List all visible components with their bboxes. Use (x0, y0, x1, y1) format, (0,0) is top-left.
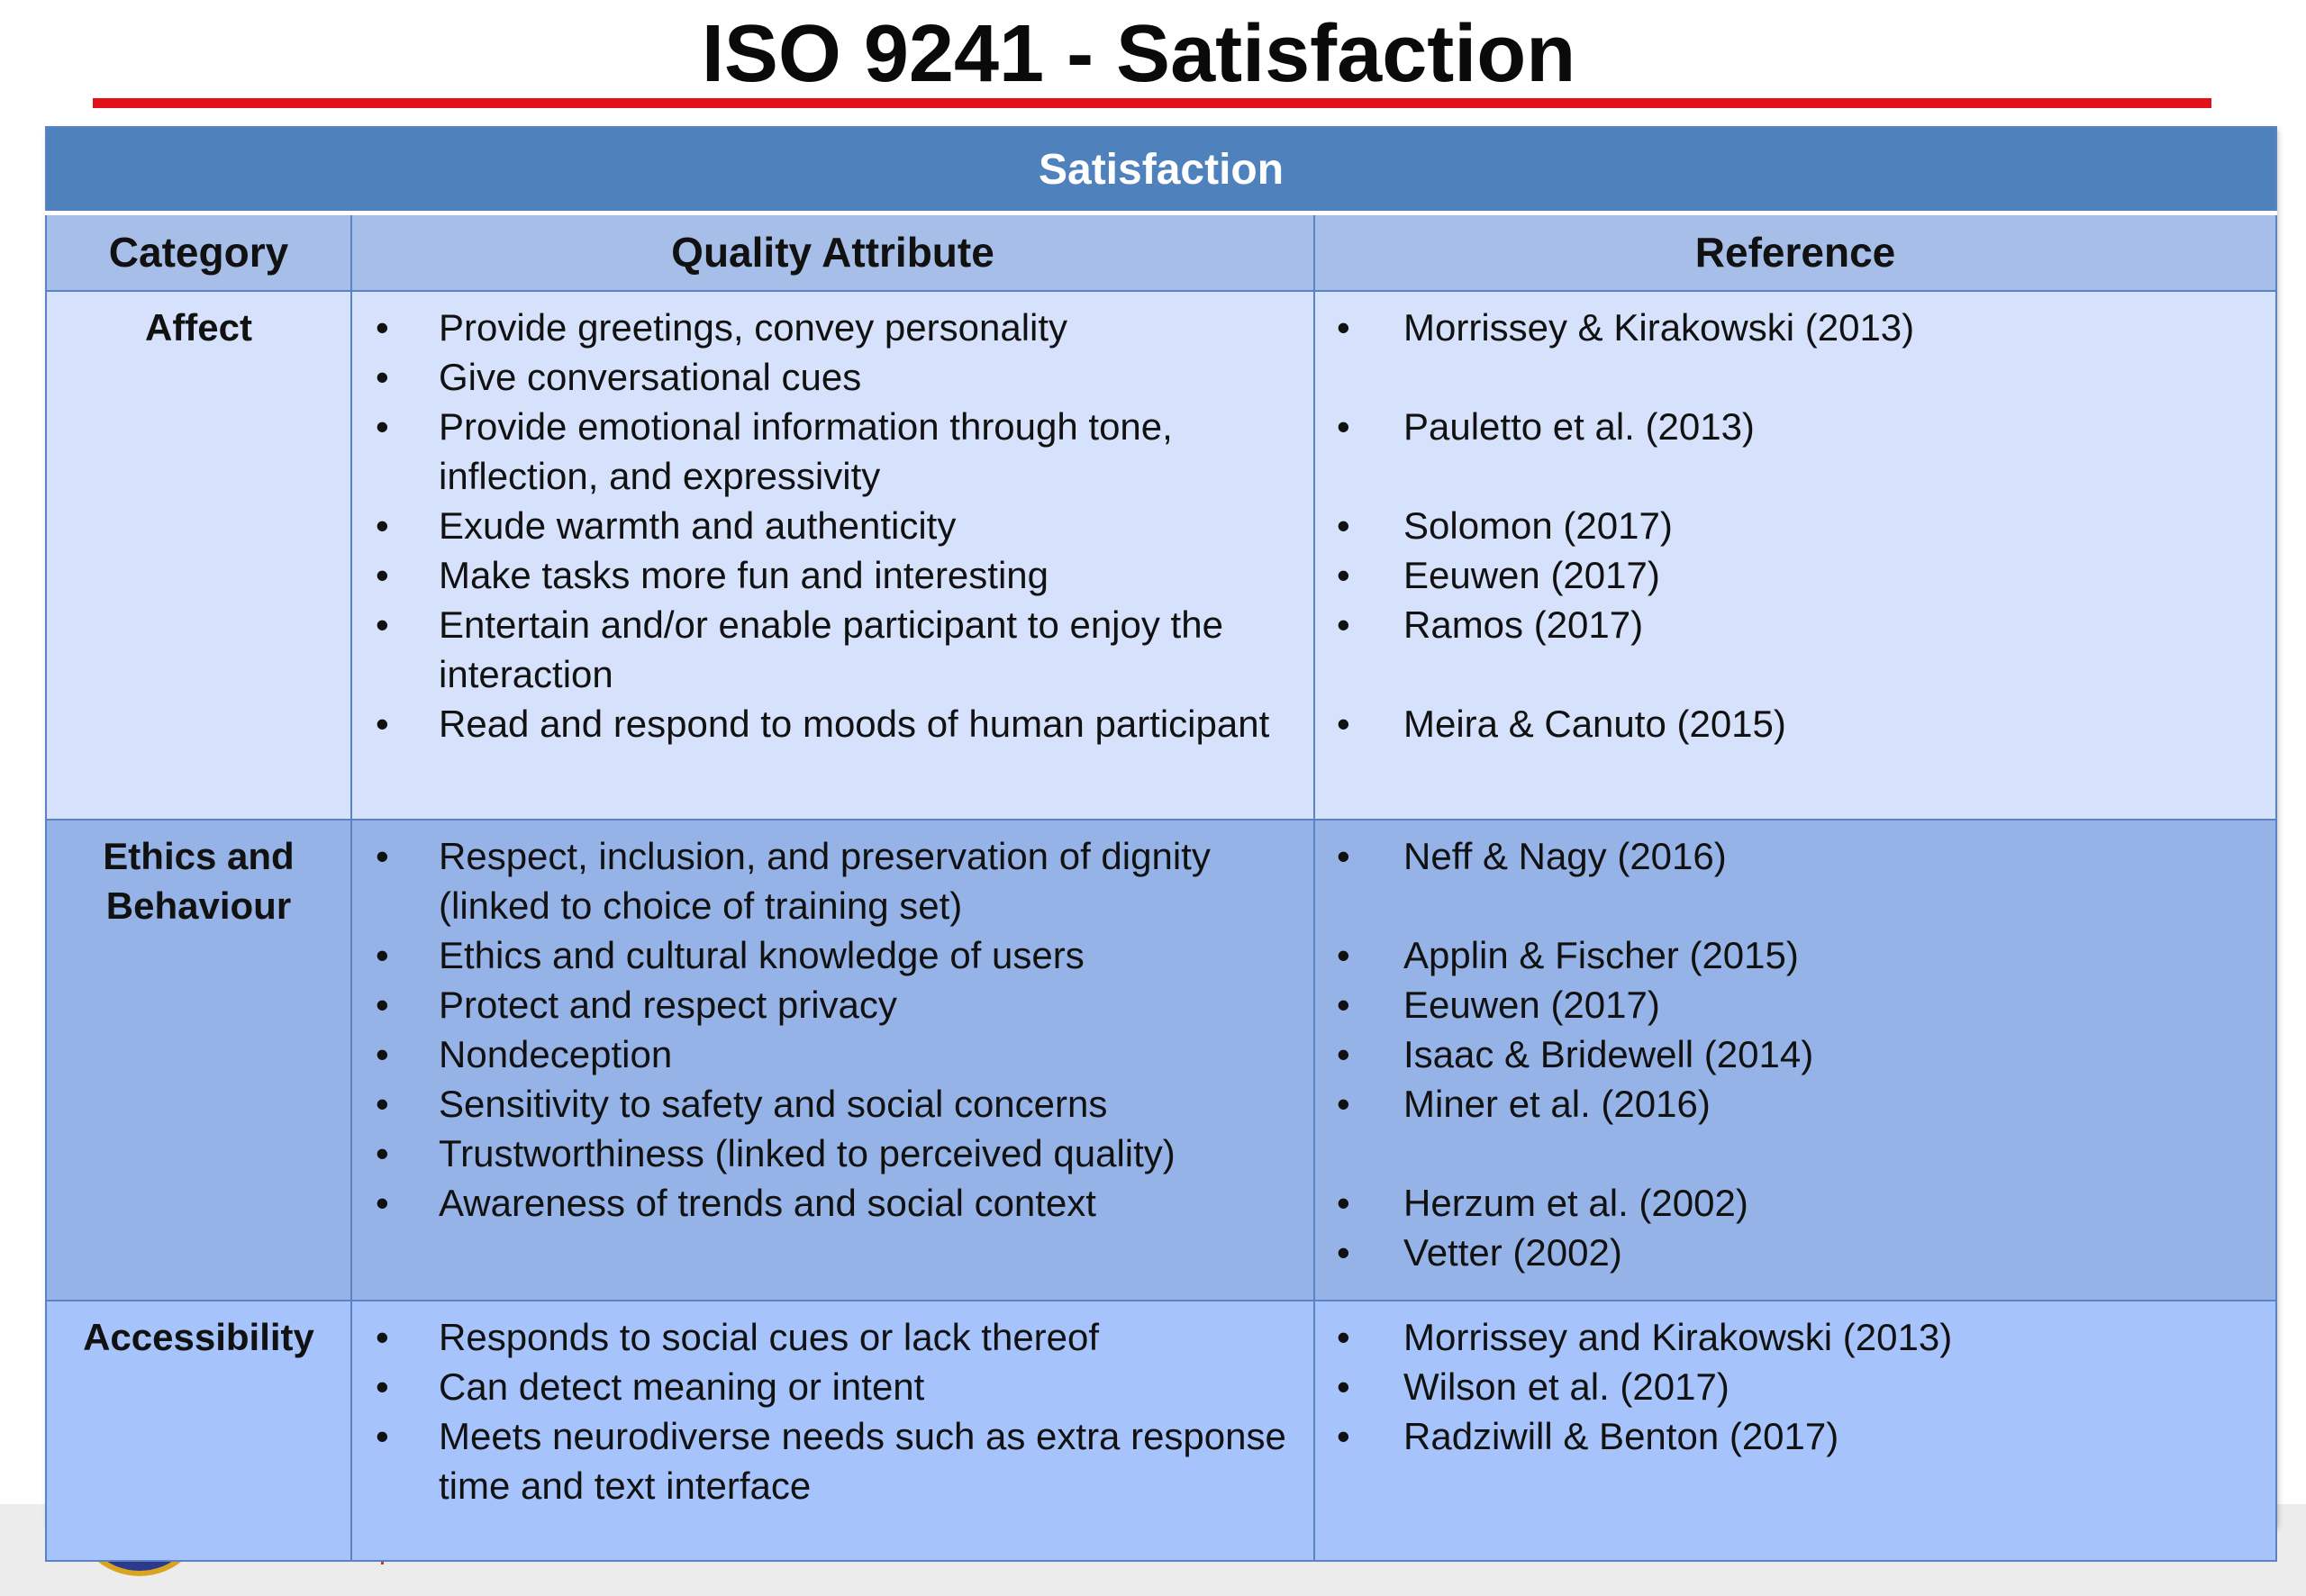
list-item: Read and respond to moods of human parti… (352, 699, 1313, 748)
list-item: Trustworthiness (linked to perceived qua… (352, 1129, 1313, 1178)
list-item: Morrissey & Kirakowski (2013) (1315, 303, 2275, 352)
attributes-cell: Respect, inclusion, and preservation of … (350, 819, 1315, 1301)
table-row: Accessibility Responds to social cues or… (45, 1300, 2278, 1562)
attributes-cell: Provide greetings, convey personality Gi… (350, 290, 1315, 821)
list-item: Exude warmth and authenticity (352, 501, 1313, 550)
list-item: Pauletto et al. (2013) (1315, 402, 2275, 451)
column-header-reference: Reference (1312, 212, 2278, 292)
list-item: Provide greetings, convey personality (352, 303, 1313, 352)
list-item: Meira & Canuto (2015) (1315, 699, 2275, 748)
references-cell: Morrissey and Kirakowski (2013) Wilson e… (1312, 1300, 2278, 1562)
list-item: Awareness of trends and social context (352, 1178, 1313, 1228)
column-header-quality-attribute: Quality Attribute (350, 212, 1315, 292)
table-row: Affect Provide greetings, convey persona… (45, 290, 2278, 821)
category-label: Accessibility (83, 1316, 314, 1358)
list-item: Protect and respect privacy (352, 980, 1313, 1029)
list-item: Sensitivity to safety and social concern… (352, 1079, 1313, 1129)
list-item: Neff & Nagy (2016) (1315, 831, 2275, 881)
list-item: Applin & Fischer (2015) (1315, 930, 2275, 980)
list-item: Wilson et al. (2017) (1315, 1362, 2275, 1411)
list-item: Can detect meaning or intent (352, 1362, 1313, 1411)
list-item: Responds to social cues or lack thereof (352, 1312, 1313, 1362)
category-label: Affect (144, 306, 252, 349)
list-item: Meets neurodiverse needs such as extra r… (352, 1411, 1313, 1510)
list-item: Eeuwen (2017) (1315, 550, 2275, 600)
list-item: Miner et al. (2016) (1315, 1079, 2275, 1129)
list-item: Entertain and/or enable participant to e… (352, 600, 1313, 699)
references-cell: Neff & Nagy (2016) Applin & Fischer (201… (1312, 819, 2278, 1301)
list-item: Nondeception (352, 1029, 1313, 1079)
list-item: Give conversational cues (352, 352, 1313, 402)
attributes-cell: Responds to social cues or lack thereof … (350, 1300, 1315, 1562)
list-item: Make tasks more fun and interesting (352, 550, 1313, 600)
category-label-line1: Ethics and (103, 835, 295, 877)
list-item: Respect, inclusion, and preservation of … (352, 831, 1313, 930)
table-header: Satisfaction (44, 126, 2278, 215)
list-item: Morrissey and Kirakowski (2013) (1315, 1312, 2275, 1362)
list-item: Provide emotional information through to… (352, 402, 1313, 501)
satisfaction-table: Satisfaction Category Quality Attribute … (44, 126, 2278, 1562)
title-underline (93, 98, 2211, 108)
category-cell: Accessibility (45, 1300, 352, 1562)
category-label-line2: Behaviour (105, 884, 292, 927)
references-cell: Morrissey & Kirakowski (2013) Pauletto e… (1312, 290, 2278, 821)
list-item: Vetter (2002) (1315, 1228, 2275, 1277)
category-cell: Affect (45, 290, 352, 821)
list-item: Ramos (2017) (1315, 600, 2275, 649)
list-item: Solomon (2017) (1315, 501, 2275, 550)
column-header-category: Category (45, 212, 352, 292)
table-row: Ethics and Behaviour Respect, inclusion,… (45, 819, 2278, 1301)
list-item: Radziwill & Benton (2017) (1315, 1411, 2275, 1461)
list-item: Herzum et al. (2002) (1315, 1178, 2275, 1228)
list-item: Ethics and cultural knowledge of users (352, 930, 1313, 980)
slide-title: ISO 9241 - Satisfaction (701, 9, 1576, 99)
list-item: Eeuwen (2017) (1315, 980, 2275, 1029)
category-cell: Ethics and Behaviour (45, 819, 352, 1301)
list-item: Isaac & Bridewell (2014) (1315, 1029, 2275, 1079)
